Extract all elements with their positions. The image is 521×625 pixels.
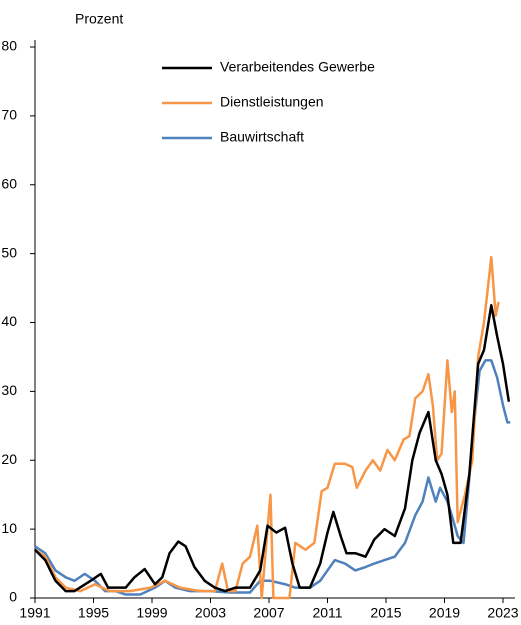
x-tick-label: 2007	[253, 605, 284, 621]
legend-label: Verarbeitendes Gewerbe	[220, 59, 375, 75]
y-tick-label: 80	[1, 38, 17, 54]
legend-label: Bauwirtschaft	[220, 129, 304, 145]
y-tick-label: 50	[1, 244, 17, 260]
y-tick-label: 40	[1, 313, 17, 329]
legend-label: Dienstleistungen	[220, 94, 324, 110]
y-tick-label: 70	[1, 107, 17, 123]
x-tick-label: 2023	[487, 605, 518, 621]
x-tick-label: 1991	[19, 605, 50, 621]
y-tick-label: 10	[1, 520, 17, 536]
x-tick-label: 2003	[195, 605, 226, 621]
x-tick-label: 1995	[78, 605, 109, 621]
y-tick-label: 60	[1, 175, 17, 191]
y-tick-label: 0	[9, 589, 17, 605]
y-tick-label: 30	[1, 382, 17, 398]
x-tick-label: 2011	[312, 605, 342, 621]
x-tick-label: 1999	[136, 605, 167, 621]
x-tick-label: 2015	[370, 605, 401, 621]
data-line	[34, 304, 511, 593]
y-tick-label: 20	[1, 451, 17, 467]
x-tick-label: 2019	[429, 605, 460, 621]
data-line	[34, 255, 500, 600]
axis-unit: Prozent	[75, 11, 123, 27]
